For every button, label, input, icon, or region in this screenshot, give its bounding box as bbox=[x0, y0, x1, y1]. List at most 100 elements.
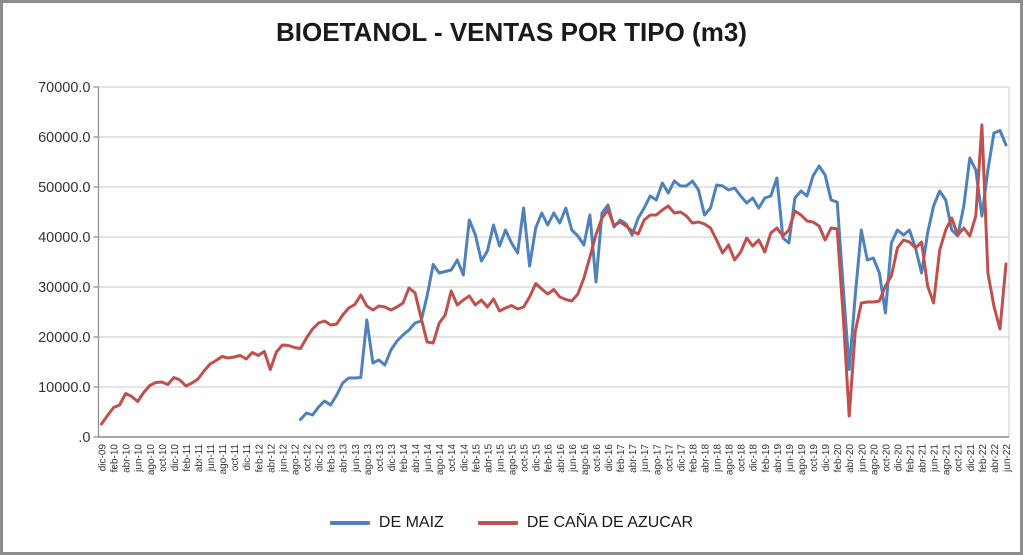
x-axis-tick-label: ago-17 bbox=[652, 444, 663, 476]
x-axis-tick-label: jun-15 bbox=[495, 444, 506, 473]
axes bbox=[93, 86, 1009, 438]
x-axis-tick-label: oct-21 bbox=[954, 444, 965, 472]
x-axis-tick-label: dic-10 bbox=[170, 444, 181, 472]
x-axis-tick-label: ago-19 bbox=[797, 444, 808, 476]
x-axis-tick-label: ago-16 bbox=[580, 444, 591, 476]
x-axis-tick-label: oct-16 bbox=[592, 444, 603, 472]
x-axis-tick-label: jun-14 bbox=[423, 444, 434, 473]
y-axis-tick-label: 40000.0 bbox=[38, 230, 90, 246]
x-axis-tick-label: jun-16 bbox=[568, 444, 579, 473]
x-axis-tick-label: feb-10 bbox=[110, 444, 121, 473]
x-axis-tick-label: jun-20 bbox=[857, 444, 868, 473]
y-axis-tick-label: 30000.0 bbox=[38, 280, 90, 296]
x-axis-tick-label: dic-20 bbox=[893, 444, 904, 472]
x-axis-tick-label: dic-17 bbox=[676, 444, 687, 472]
x-axis-tick-label: oct-15 bbox=[520, 444, 531, 472]
x-axis-tick-label: dic-16 bbox=[604, 444, 615, 472]
gridlines bbox=[98, 86, 1010, 437]
chart-title: BIOETANOL - VENTAS POR TIPO (m3) bbox=[276, 17, 747, 47]
x-axis-tick-label: jun-17 bbox=[640, 444, 651, 473]
x-axis-tick-label: dic-15 bbox=[532, 444, 543, 472]
x-axis-tick-label: oct-20 bbox=[881, 444, 892, 472]
x-axis-tick-label: oct-11 bbox=[230, 444, 241, 471]
x-axis-labels: dic-09 feb-10 abr-10 jun-10 ago-10 oct-10 dic-… bbox=[98, 444, 1013, 476]
x-axis-tick-label: feb-18 bbox=[688, 444, 699, 473]
x-axis-tick-label: oct-18 bbox=[737, 444, 748, 472]
x-axis-tick-label: feb-13 bbox=[327, 444, 338, 473]
x-axis-tick-label: abr-20 bbox=[845, 444, 856, 473]
x-axis-tick-label: ago-13 bbox=[363, 444, 374, 476]
x-axis-tick-label: abr-14 bbox=[411, 444, 422, 473]
y-axis-tick-label: .0 bbox=[78, 430, 90, 446]
x-axis-tick-label: abr-19 bbox=[773, 444, 784, 473]
y-axis-tick-label: 50000.0 bbox=[38, 180, 90, 196]
x-axis-tick-label: abr-10 bbox=[122, 444, 133, 473]
x-axis-tick-label: jun-18 bbox=[713, 444, 724, 473]
x-axis-tick-label: feb-21 bbox=[906, 444, 917, 473]
x-axis-tick-label: abr-18 bbox=[700, 444, 711, 473]
series-line-de-maiz bbox=[299, 129, 1008, 421]
line-chart: 70000.0 60000.0 50000.0 40000.0 30000.0 20000… bbox=[38, 80, 1013, 476]
x-axis-tick-label: feb-16 bbox=[544, 444, 555, 473]
x-axis-tick-label: oct-14 bbox=[447, 444, 458, 472]
legend-label-de-maiz: DE MAIZ bbox=[378, 514, 444, 531]
x-axis-tick-label: oct-19 bbox=[809, 444, 820, 472]
x-axis-tick-label: jun-11 bbox=[206, 444, 217, 472]
x-axis-tick-label: feb-19 bbox=[761, 444, 772, 473]
y-axis-labels: 70000.0 60000.0 50000.0 40000.0 30000.0 20000… bbox=[38, 80, 90, 446]
series-lines bbox=[100, 123, 1008, 426]
x-axis-tick-label: ago-14 bbox=[435, 444, 446, 476]
x-axis-tick-label: abr-12 bbox=[266, 444, 277, 473]
x-axis-tick-label: jun-19 bbox=[785, 444, 796, 473]
x-axis-tick-label: jun-21 bbox=[930, 444, 941, 473]
x-axis-tick-label: abr-16 bbox=[556, 444, 567, 473]
x-axis-tick-label: abr-17 bbox=[628, 444, 639, 473]
x-axis-tick-label: ago-10 bbox=[146, 444, 157, 476]
y-axis-tick-label: 20000.0 bbox=[38, 330, 90, 346]
x-axis-tick-label: ago-11 bbox=[218, 444, 229, 475]
x-axis-tick-label: feb-12 bbox=[254, 444, 265, 473]
legend-line-swatch-maiz bbox=[329, 521, 370, 525]
legend-item-de-maiz: DE MAIZ bbox=[329, 514, 444, 532]
x-axis-tick-label: abr-15 bbox=[483, 444, 494, 473]
x-axis-tick-label: ago-15 bbox=[508, 444, 519, 476]
x-axis-tick-label: dic-19 bbox=[821, 444, 832, 472]
x-axis-tick-label: abr-13 bbox=[339, 444, 350, 473]
x-axis-tick-label: abr-22 bbox=[990, 444, 1001, 473]
x-axis-tick-label: dic-21 bbox=[966, 444, 977, 472]
x-axis-tick-label: jun-10 bbox=[134, 444, 145, 473]
x-axis-tick-label: dic-12 bbox=[315, 444, 326, 472]
x-axis-tick-label: oct-12 bbox=[303, 444, 314, 472]
legend: DE MAIZ DE CAÑA DE AZUCAR bbox=[3, 514, 1020, 532]
y-axis-tick-label: 70000.0 bbox=[38, 80, 90, 96]
x-axis-tick-label: feb-22 bbox=[978, 444, 989, 473]
x-axis-tick-label: feb-15 bbox=[471, 444, 482, 473]
x-axis-tick-label: dic-09 bbox=[98, 444, 109, 472]
legend-item-de-cana: DE CAÑA DE AZUCAR bbox=[477, 514, 694, 532]
x-axis-tick-label: oct-17 bbox=[664, 444, 675, 472]
y-axis-tick-label: 60000.0 bbox=[38, 130, 90, 146]
x-axis-tick-label: dic-11 bbox=[242, 444, 253, 471]
x-axis-tick-label: feb-20 bbox=[833, 444, 844, 473]
x-axis-tick-label: oct-13 bbox=[375, 444, 386, 472]
legend-line-swatch-cana bbox=[477, 521, 518, 525]
x-axis-tick-label: feb-17 bbox=[616, 444, 627, 473]
x-axis-tick-label: ago-12 bbox=[290, 444, 301, 476]
x-axis-tick-label: ago-20 bbox=[869, 444, 880, 476]
y-axis-tick-label: 10000.0 bbox=[38, 380, 90, 396]
x-axis-tick-label: ago-21 bbox=[942, 444, 953, 476]
series-line-de-cana-de-azucar bbox=[100, 123, 1008, 426]
legend-label-de-cana: DE CAÑA DE AZUCAR bbox=[526, 514, 694, 531]
x-axis-tick-label: ago-18 bbox=[725, 444, 736, 476]
x-axis-tick-label: oct-10 bbox=[158, 444, 169, 472]
x-axis-tick-label: dic-14 bbox=[459, 444, 470, 472]
x-axis-tick-label: dic-18 bbox=[749, 444, 760, 472]
x-axis-tick-label: jun-12 bbox=[278, 444, 289, 473]
x-axis-tick-label: abr-11 bbox=[194, 444, 205, 473]
x-axis-tick-label: feb-14 bbox=[399, 444, 410, 473]
x-axis-tick-label: dic-13 bbox=[387, 444, 398, 472]
x-axis-tick-label: jun-13 bbox=[351, 444, 362, 473]
x-axis-tick-label: jun-22 bbox=[1002, 444, 1013, 473]
x-axis-tick-label: feb-11 bbox=[182, 444, 193, 472]
